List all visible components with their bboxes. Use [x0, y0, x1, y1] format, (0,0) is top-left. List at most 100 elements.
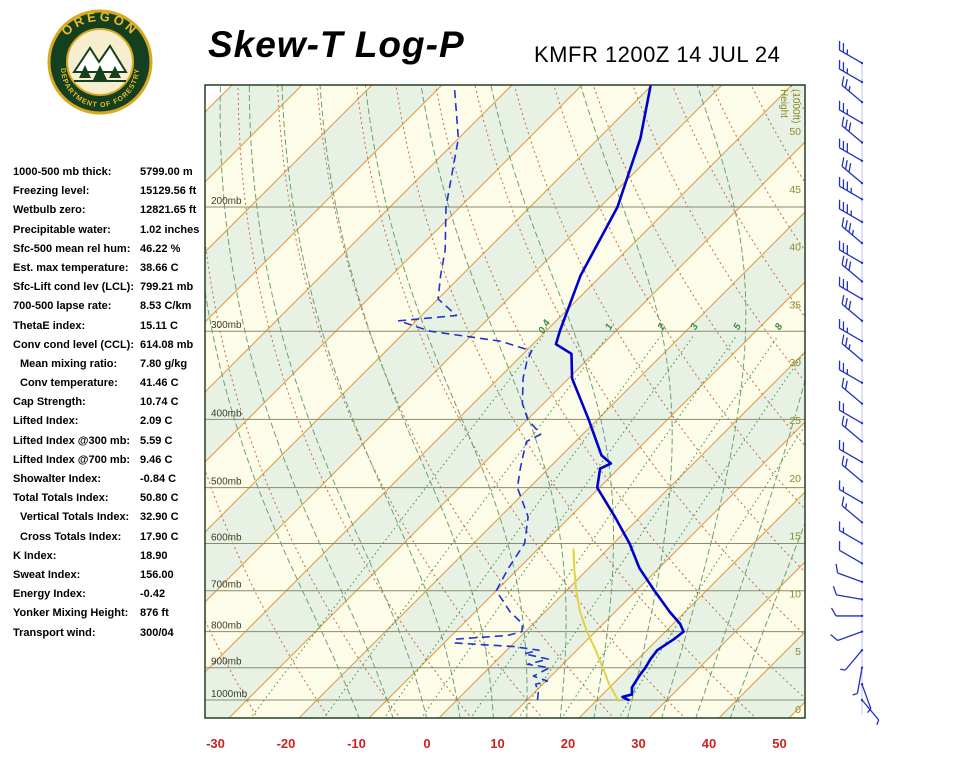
index-label: Yonker Mixing Height: — [13, 607, 129, 620]
index-row: Est. max temperature: 38.66 C — [13, 262, 213, 281]
svg-text:900mb: 900mb — [211, 657, 242, 668]
index-value: 156.00 — [140, 568, 174, 581]
svg-text:200mb: 200mb — [211, 196, 242, 207]
svg-text:2: 2 — [655, 321, 668, 333]
wind-barb — [838, 138, 864, 163]
svg-text:45: 45 — [789, 184, 801, 196]
index-value: 41.46 C — [140, 377, 179, 390]
index-row: Mean mixing ratio: 7.80 g/kg — [13, 358, 213, 377]
index-row: Precipitable water: 1.02 inches — [13, 224, 213, 243]
svg-text:1: 1 — [603, 321, 616, 332]
index-label: Lifted Index @300 mb: — [13, 434, 131, 447]
pressure-lines — [205, 206, 805, 701]
index-label: Est. max temperature: — [13, 261, 129, 274]
wind-barb — [841, 255, 864, 283]
index-label: Wetbulb zero: — [13, 204, 86, 217]
page-title: Skew-T Log-P — [208, 24, 465, 65]
svg-text:1000mb: 1000mb — [211, 689, 248, 700]
indices-panel: 1000-500 mb thick: 5799.00 m Freezing leve… — [13, 166, 213, 646]
index-label: Total Totals Index: — [13, 492, 109, 505]
svg-text:25: 25 — [789, 415, 801, 427]
index-row: Lifted Index @300 mb: 5.59 C — [13, 435, 213, 454]
wind-barb — [841, 116, 864, 144]
index-value: 18.90 — [140, 549, 168, 562]
index-label: Sfc-Lift cond lev (LCL): — [13, 281, 134, 294]
svg-text:50: 50 — [772, 736, 786, 751]
wind-barb — [841, 377, 864, 405]
wind-barb — [838, 240, 864, 265]
index-row: Total Totals Index: 50.80 C — [13, 492, 213, 511]
svg-text:20: 20 — [561, 736, 575, 751]
svg-text:8: 8 — [773, 321, 786, 332]
wind-barb — [838, 360, 864, 384]
wind-barb — [830, 607, 864, 618]
index-label: Sfc-500 mean rel hum: — [13, 242, 131, 255]
index-value: 10.74 C — [140, 396, 179, 409]
wind-barb — [860, 698, 880, 725]
moist-adiabat-lines — [205, 85, 805, 718]
index-row: Sweat Index: 156.00 — [13, 569, 213, 588]
svg-text:-10: -10 — [347, 736, 366, 751]
wind-barb — [838, 400, 864, 425]
index-value: 17.90 C — [140, 530, 179, 543]
wind-barb — [841, 294, 864, 323]
svg-text:30: 30 — [631, 736, 645, 751]
temp-axis-labels: -30 -20 -10 0 10 20 30 40 50 — [206, 736, 787, 751]
svg-text:20: 20 — [789, 473, 801, 485]
svg-text:3: 3 — [689, 321, 702, 332]
wind-barb — [838, 439, 864, 464]
index-row: 700-500 lapse rate: 8.53 C/km — [13, 300, 213, 319]
index-label: Cap Strength: — [13, 396, 86, 409]
station-time-label: KMFR 1200Z 14 JUL 24 — [534, 42, 781, 67]
svg-text:0: 0 — [795, 704, 801, 716]
index-row: Energy Index: -0.42 — [13, 588, 213, 607]
index-label: Precipitable water: — [13, 223, 111, 236]
svg-text:0: 0 — [423, 736, 430, 751]
wind-barb — [841, 217, 864, 245]
dewpoint-trace — [397, 86, 551, 701]
index-label: Lifted Index @700 mb: — [13, 453, 131, 466]
wind-barb — [838, 480, 864, 504]
index-label: Cross Totals Index: — [20, 530, 122, 543]
index-value: 5799.00 m — [140, 166, 193, 178]
wind-barb — [832, 585, 864, 601]
odf-logo: OREGON DEPARTMENT OF FORESTRY — [47, 9, 153, 115]
wind-barb — [841, 496, 864, 524]
index-value: -0.84 C — [140, 473, 177, 485]
index-label: Transport wind: — [13, 626, 96, 639]
wind-barb — [835, 563, 864, 584]
profile-traces — [397, 85, 685, 703]
svg-text:500mb: 500mb — [211, 477, 242, 488]
index-value: 300/04 — [140, 626, 174, 639]
index-label: Vertical Totals Index: — [20, 511, 130, 524]
index-row: Vertical Totals Index: 32.90 C — [13, 511, 213, 530]
index-label: 1000-500 mb thick: — [13, 166, 112, 178]
plot-area — [205, 85, 805, 718]
wind-barb — [838, 100, 864, 125]
wind-barb — [838, 319, 864, 343]
index-value: 50.80 C — [140, 492, 179, 505]
index-row: Sfc-Lift cond lev (LCL): 799.21 mb — [13, 281, 213, 300]
index-value: 8.53 C/km — [140, 300, 192, 313]
index-label: Freezing level: — [13, 185, 90, 198]
svg-text:35: 35 — [789, 299, 801, 311]
wind-barb — [838, 521, 864, 545]
index-row: Conv cond level (CCL): 614.08 mb — [13, 339, 213, 358]
index-label: 700-500 lapse rate: — [13, 300, 112, 313]
svg-text:600mb: 600mb — [211, 533, 242, 544]
temperature-trace — [554, 85, 685, 702]
index-label: K Index: — [13, 549, 57, 562]
index-row: Sfc-500 mean rel hum: 46.22 % — [13, 243, 213, 262]
index-row: Cross Totals Index: 17.90 C — [13, 531, 213, 550]
index-value: 614.08 mb — [140, 338, 194, 351]
svg-text:50: 50 — [789, 126, 801, 138]
wind-barb — [840, 649, 864, 671]
svg-text:300mb: 300mb — [211, 320, 242, 331]
wind-barb — [841, 76, 864, 104]
wind-barb — [841, 455, 864, 483]
index-label: Conv temperature: — [20, 377, 118, 390]
index-value: 32.90 C — [140, 511, 179, 524]
svg-text:30: 30 — [789, 357, 801, 369]
